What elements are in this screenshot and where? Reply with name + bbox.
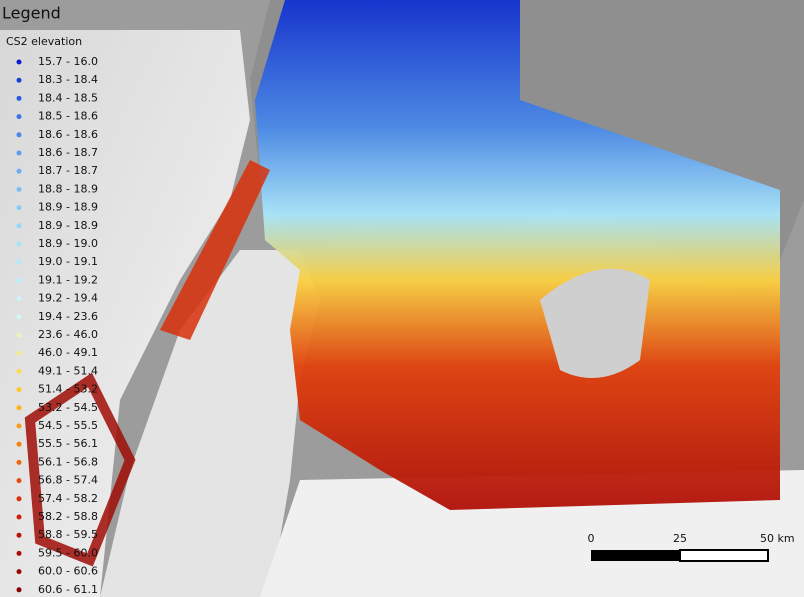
legend-label: 59.5 - 60.0 [38,546,98,559]
legend-swatch [17,496,22,501]
legend-swatch [17,369,22,374]
scale-label: 50 km [760,532,795,545]
legend-swatch [17,60,22,65]
legend-swatch [17,424,22,429]
legend-title: Legend [2,4,61,23]
legend-swatch [17,405,22,410]
legend-layer: CS2 elevation [6,35,82,48]
legend-swatch [17,387,22,392]
legend-swatch [17,296,22,301]
legend-swatch [17,551,22,556]
legend-swatch [17,151,22,156]
legend-label: 54.5 - 55.5 [38,419,98,432]
legend-swatch [17,278,22,283]
scale-label: 25 [673,532,687,545]
legend-label: 19.4 - 23.6 [38,310,98,323]
legend-swatch [17,478,22,483]
legend-label: 19.0 - 19.1 [38,255,98,268]
scale-bar-segment [591,550,680,561]
legend-label: 23.6 - 46.0 [38,328,98,341]
legend-swatch [17,205,22,210]
legend-swatch [17,314,22,319]
legend-label: 58.2 - 58.8 [38,510,98,523]
legend-label: 18.9 - 19.0 [38,237,98,250]
legend-swatch [17,78,22,83]
legend-label: 57.4 - 58.2 [38,492,98,505]
legend-swatch [17,96,22,101]
legend-label: 53.2 - 54.5 [38,401,98,414]
legend-swatch [17,460,22,465]
legend-label: 60.6 - 61.1 [38,583,98,596]
legend-label: 18.4 - 18.5 [38,91,98,104]
legend-label: 18.7 - 18.7 [38,164,98,177]
legend-label: 18.6 - 18.7 [38,146,98,159]
legend-label: 51.4 - 53.2 [38,383,98,396]
map: Legend CS2 elevation 15.7 - 16.0 18.3 - 1… [0,0,804,597]
legend-swatch [17,351,22,356]
legend-swatch [17,223,22,228]
legend-label: 49.1 - 51.4 [38,364,98,377]
legend-swatch [17,260,22,265]
legend-swatch [17,442,22,447]
legend-label: 19.2 - 19.4 [38,292,98,305]
legend-swatch [17,333,22,338]
scale-label: 0 [588,532,595,545]
legend-label: 58.8 - 59.5 [38,528,98,541]
legend-label: 18.5 - 18.6 [38,110,98,123]
legend-label: 15.7 - 16.0 [38,55,98,68]
legend-swatch [17,533,22,538]
legend-label: 19.1 - 19.2 [38,273,98,286]
legend-swatch [17,242,22,247]
scale-bar-segment [680,550,768,561]
legend-swatch [17,587,22,592]
legend-label: 56.8 - 57.4 [38,474,98,487]
legend-label: 55.5 - 56.1 [38,437,98,450]
legend-swatch [17,169,22,174]
legend-label: 46.0 - 49.1 [38,346,98,359]
legend-label: 18.9 - 18.9 [38,201,98,214]
legend-label: 18.8 - 18.9 [38,182,98,195]
legend-swatch [17,132,22,137]
legend-label: 18.9 - 18.9 [38,219,98,232]
legend-label: 18.3 - 18.4 [38,73,98,86]
legend-swatch [17,515,22,520]
legend-swatch [17,187,22,192]
legend-label: 60.0 - 60.6 [38,565,98,578]
legend-label: 56.1 - 56.8 [38,455,98,468]
legend-swatch [17,569,22,574]
legend-label: 18.6 - 18.6 [38,128,98,141]
legend-swatch [17,114,22,119]
